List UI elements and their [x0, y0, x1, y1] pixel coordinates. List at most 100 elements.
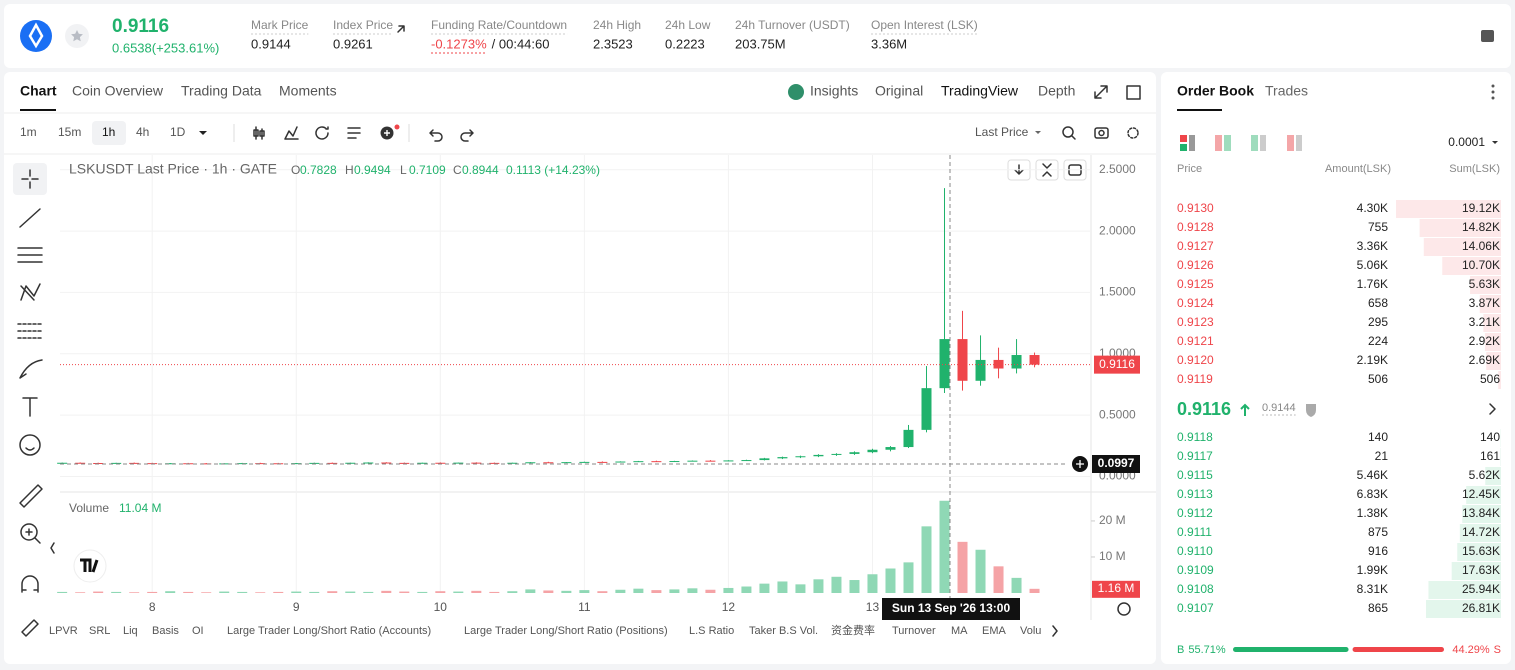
- caret[interactable]: [1035, 131, 1041, 134]
- depth-bar: [1459, 524, 1501, 542]
- pattern-tool[interactable]: [20, 283, 41, 301]
- view-tab[interactable]: Original: [875, 83, 923, 99]
- text-tool[interactable]: [22, 397, 38, 417]
- order-amount: 916: [1368, 544, 1388, 558]
- chart-panel: [4, 72, 1156, 664]
- search-icon[interactable]: [1062, 126, 1074, 138]
- indicator[interactable]: Volu: [1020, 625, 1041, 637]
- brush-tool[interactable]: [19, 359, 43, 379]
- redo-icon[interactable]: [460, 129, 474, 142]
- indicator[interactable]: OI: [192, 625, 204, 637]
- book-icon[interactable]: [1481, 30, 1494, 42]
- order-price[interactable]: 0.9125: [1177, 277, 1214, 291]
- order-price[interactable]: 0.9107: [1177, 601, 1214, 615]
- caret[interactable]: [1492, 141, 1498, 144]
- more-indicators[interactable]: [1052, 625, 1058, 637]
- indicator[interactable]: Taker B.S Vol.: [749, 625, 818, 637]
- undo-icon[interactable]: [429, 129, 443, 142]
- axis-settings[interactable]: [1117, 602, 1131, 616]
- order-price[interactable]: 0.9120: [1177, 353, 1214, 367]
- chart-tab[interactable]: Chart: [20, 83, 57, 99]
- x-tick-label: 11: [578, 600, 591, 614]
- price-type[interactable]: Last Price: [975, 125, 1029, 139]
- indicator[interactable]: Turnover: [892, 625, 936, 637]
- magnet-tool[interactable]: [21, 575, 39, 593]
- order-price[interactable]: 0.9115: [1177, 468, 1213, 482]
- order-price[interactable]: 0.9112: [1177, 506, 1213, 520]
- order-price[interactable]: 0.9119: [1177, 372, 1213, 386]
- indicator[interactable]: Liq: [123, 625, 138, 637]
- layout-alt[interactable]: [1215, 135, 1222, 151]
- indicator[interactable]: Large Trader Long/Short Ratio (Accounts): [227, 625, 431, 637]
- indicator[interactable]: SRL: [89, 625, 110, 637]
- settings-icon[interactable]: [1127, 127, 1139, 139]
- order-price[interactable]: 0.9123: [1177, 315, 1214, 329]
- emoji-tool[interactable]: [19, 434, 41, 456]
- candle-type-icon[interactable]: [253, 126, 265, 140]
- layout-asks[interactable]: [1287, 135, 1294, 151]
- candle-body: [1029, 355, 1040, 365]
- chart-tab[interactable]: Coin Overview: [72, 83, 164, 99]
- order-price[interactable]: 0.9121: [1177, 334, 1214, 348]
- order-price[interactable]: 0.9113: [1177, 487, 1213, 501]
- caret[interactable]: [199, 131, 207, 135]
- order-price[interactable]: 0.9124: [1177, 296, 1214, 310]
- precision[interactable]: 0.0001: [1448, 135, 1485, 149]
- collapse-arrow[interactable]: [50, 542, 55, 554]
- indicator[interactable]: L.S Ratio: [689, 625, 734, 637]
- candle-body: [111, 462, 122, 464]
- interval[interactable]: 1D: [170, 125, 186, 139]
- x-tick-label: 13: [866, 600, 880, 614]
- candle-body: [471, 462, 482, 464]
- order-price[interactable]: 0.9117: [1177, 449, 1213, 463]
- order-price[interactable]: 0.9118: [1177, 430, 1213, 444]
- depth-bar: [1483, 314, 1501, 332]
- replay-icon[interactable]: [315, 126, 329, 140]
- order-price[interactable]: 0.9109: [1177, 563, 1214, 577]
- search-handle: [1071, 135, 1076, 140]
- indicator-icon[interactable]: [284, 126, 299, 140]
- chart-tab[interactable]: Moments: [279, 83, 337, 99]
- interval[interactable]: 1m: [20, 125, 37, 139]
- column-header: Sum(LSK): [1449, 163, 1500, 175]
- fib-tool[interactable]: [17, 247, 43, 263]
- indicator[interactable]: MA: [951, 625, 968, 637]
- camera-icon[interactable]: [1094, 127, 1109, 139]
- zoom-tool[interactable]: [20, 523, 38, 541]
- order-price[interactable]: 0.9127: [1177, 239, 1214, 253]
- order-price[interactable]: 0.9108: [1177, 582, 1214, 596]
- ruler-tool[interactable]: [19, 484, 43, 508]
- volume-bar: [975, 549, 986, 593]
- indicator[interactable]: Basis: [152, 625, 179, 637]
- chart-tab[interactable]: Trading Data: [181, 83, 262, 99]
- indicator[interactable]: Large Trader Long/Short Ratio (Positions…: [464, 625, 668, 637]
- pencil-tool[interactable]: [21, 619, 39, 637]
- candle-body: [831, 453, 842, 455]
- interval[interactable]: 4h: [136, 125, 149, 139]
- gann-tool[interactable]: [17, 323, 43, 339]
- ob-tab[interactable]: Order Book: [1177, 83, 1254, 99]
- indicator[interactable]: LPVR: [49, 625, 78, 637]
- order-price[interactable]: 0.9110: [1177, 544, 1213, 558]
- chevron[interactable]: [1489, 403, 1496, 415]
- order-price[interactable]: 0.9128: [1177, 220, 1214, 234]
- trendline-tool[interactable]: [19, 208, 41, 228]
- candle-body: [867, 449, 878, 453]
- ob-tab[interactable]: Trades: [1265, 83, 1308, 99]
- window-icon[interactable]: [1126, 85, 1141, 100]
- layout-bids[interactable]: [1251, 135, 1258, 151]
- fullscreen-icon[interactable]: [1094, 85, 1108, 99]
- layout-both[interactable]: [1180, 135, 1187, 142]
- interval[interactable]: 1h: [102, 125, 115, 139]
- order-price[interactable]: 0.9111: [1177, 525, 1212, 539]
- indicator[interactable]: EMA: [982, 625, 1007, 637]
- order-price[interactable]: 0.9130: [1177, 201, 1214, 215]
- indicator[interactable]: 资金费率: [831, 623, 875, 637]
- interval[interactable]: 15m: [58, 125, 81, 139]
- view-tab[interactable]: Depth: [1038, 83, 1075, 99]
- view-tab[interactable]: Insights: [810, 83, 858, 99]
- template-icon[interactable]: [347, 127, 361, 139]
- order-price[interactable]: 0.9126: [1177, 258, 1214, 272]
- crosshair-tool[interactable]: [21, 169, 39, 189]
- view-tab[interactable]: TradingView: [941, 83, 1019, 99]
